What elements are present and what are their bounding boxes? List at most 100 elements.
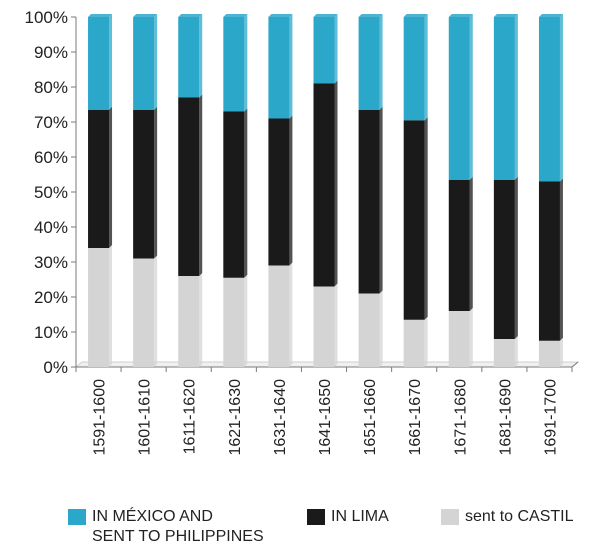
bar-segment-side — [559, 178, 563, 341]
legend-label-castil: sent to CASTIL — [465, 508, 574, 525]
bar-segment-side — [469, 176, 473, 311]
stacked-bar-chart: 0% 10% 20% 30% 40% 50% 60% 70% 80% 90% 100% 1591-16… — [25, 8, 580, 456]
bar-segment-side — [244, 108, 248, 278]
bar-segment-side — [154, 255, 158, 367]
bar-segment — [403, 120, 425, 320]
bar-segment — [223, 17, 245, 112]
y-tick-label: 40% — [34, 218, 68, 237]
bar-segment — [268, 265, 290, 367]
bar-segment — [358, 17, 380, 110]
y-tick-label: 70% — [34, 113, 68, 132]
bar-segment-side — [469, 308, 473, 367]
bar-segment — [448, 311, 470, 367]
bar-top — [448, 14, 473, 17]
x-tick-label: 1681-1690 — [497, 379, 514, 456]
x-tick-label: 1631-1640 — [272, 379, 289, 456]
legend-swatch-castil — [441, 509, 459, 525]
bar-segment-side — [199, 273, 203, 367]
bar-segment-side — [244, 14, 248, 112]
bar-segment — [268, 118, 290, 266]
y-tick-label: 0% — [43, 358, 68, 377]
y-tick-label: 100% — [25, 8, 68, 27]
y-tick-label: 10% — [34, 323, 68, 342]
legend-label-mexico-line1: IN MÉXICO AND — [92, 508, 213, 525]
x-tick-label: 1671-1680 — [452, 379, 469, 456]
bar-segment-side — [514, 176, 518, 339]
legend-label-mexico-line2: SENT TO PHILIPPINES — [92, 528, 264, 545]
bar-segment-side — [559, 14, 563, 182]
y-tick-label: 50% — [34, 183, 68, 202]
bar-top — [358, 14, 383, 17]
bar-segment — [538, 181, 560, 341]
bar-segment-side — [289, 14, 293, 119]
x-tick-label: 1621-1630 — [227, 379, 244, 456]
bar-top — [268, 14, 293, 17]
bar-top — [223, 14, 248, 17]
y-tick-label: 80% — [34, 78, 68, 97]
bar-segment-side — [379, 290, 383, 367]
bar-segment — [178, 17, 200, 98]
bar-segment — [178, 97, 200, 276]
bar-segment — [133, 109, 155, 259]
x-axis-depth-line — [571, 361, 579, 368]
bar-segment — [223, 277, 245, 367]
bar-top — [313, 14, 338, 17]
bar-segment — [358, 293, 380, 367]
bar-segment — [313, 286, 335, 367]
bar-segment-side — [199, 14, 203, 98]
bar-segment-side — [379, 14, 383, 110]
x-tick-label: 1641-1650 — [317, 379, 334, 456]
x-tick-label: 1611-1620 — [182, 379, 199, 454]
bar-top — [538, 14, 563, 17]
bar-segment-side — [559, 337, 563, 367]
bar-segment-side — [109, 245, 113, 367]
x-tick-label: 1601-1610 — [137, 379, 154, 456]
bar-segment-side — [154, 106, 158, 259]
bar-segment-side — [334, 283, 338, 367]
bar-segment-side — [289, 262, 293, 367]
bar-segment — [538, 340, 560, 367]
bar-segment-side — [289, 115, 293, 266]
bar-segment — [88, 248, 110, 367]
y-tick-label: 20% — [34, 288, 68, 307]
bar-segment-side — [109, 14, 113, 110]
bar-segment — [178, 276, 200, 367]
bar-segment — [88, 109, 110, 248]
bar-segment-side — [379, 106, 383, 294]
bar-top — [403, 14, 428, 17]
bar-segment-side — [514, 14, 518, 180]
bar-segment — [538, 17, 560, 182]
x-tick-label: 1591-1600 — [92, 379, 109, 456]
bar-segment-side — [424, 316, 428, 367]
bar-segment — [133, 17, 155, 110]
bar-segment-side — [334, 80, 338, 287]
bar-segment — [133, 258, 155, 367]
bar-segment — [448, 179, 470, 311]
bar-top — [178, 14, 203, 17]
bar-segment — [493, 339, 515, 367]
bar-segment — [268, 17, 290, 119]
bar-segment — [358, 109, 380, 294]
y-tick-label: 30% — [34, 253, 68, 272]
x-tick-label: 1651-1660 — [362, 379, 379, 456]
bar-segment — [493, 179, 515, 339]
legend-swatch-lima — [307, 509, 325, 525]
bar-top — [493, 14, 518, 17]
bar-segment — [313, 17, 335, 84]
bar-segment-side — [244, 274, 248, 367]
bar-segment-side — [424, 117, 428, 320]
legend-label-lima: IN LIMA — [331, 508, 389, 525]
bar-segment — [403, 319, 425, 367]
y-tick-label: 60% — [34, 148, 68, 167]
bar-segment-side — [514, 336, 518, 367]
bar-segment — [403, 17, 425, 121]
bar-top — [133, 14, 158, 17]
bar-segment — [313, 83, 335, 287]
bar-segment-side — [199, 94, 203, 276]
bar-top — [88, 14, 113, 17]
bar-segment-side — [334, 14, 338, 84]
y-tick-label: 90% — [34, 43, 68, 62]
x-tick-label: 1691-1700 — [542, 379, 559, 456]
bar-segment-side — [154, 14, 158, 110]
legend-swatch-mexico — [68, 509, 86, 525]
